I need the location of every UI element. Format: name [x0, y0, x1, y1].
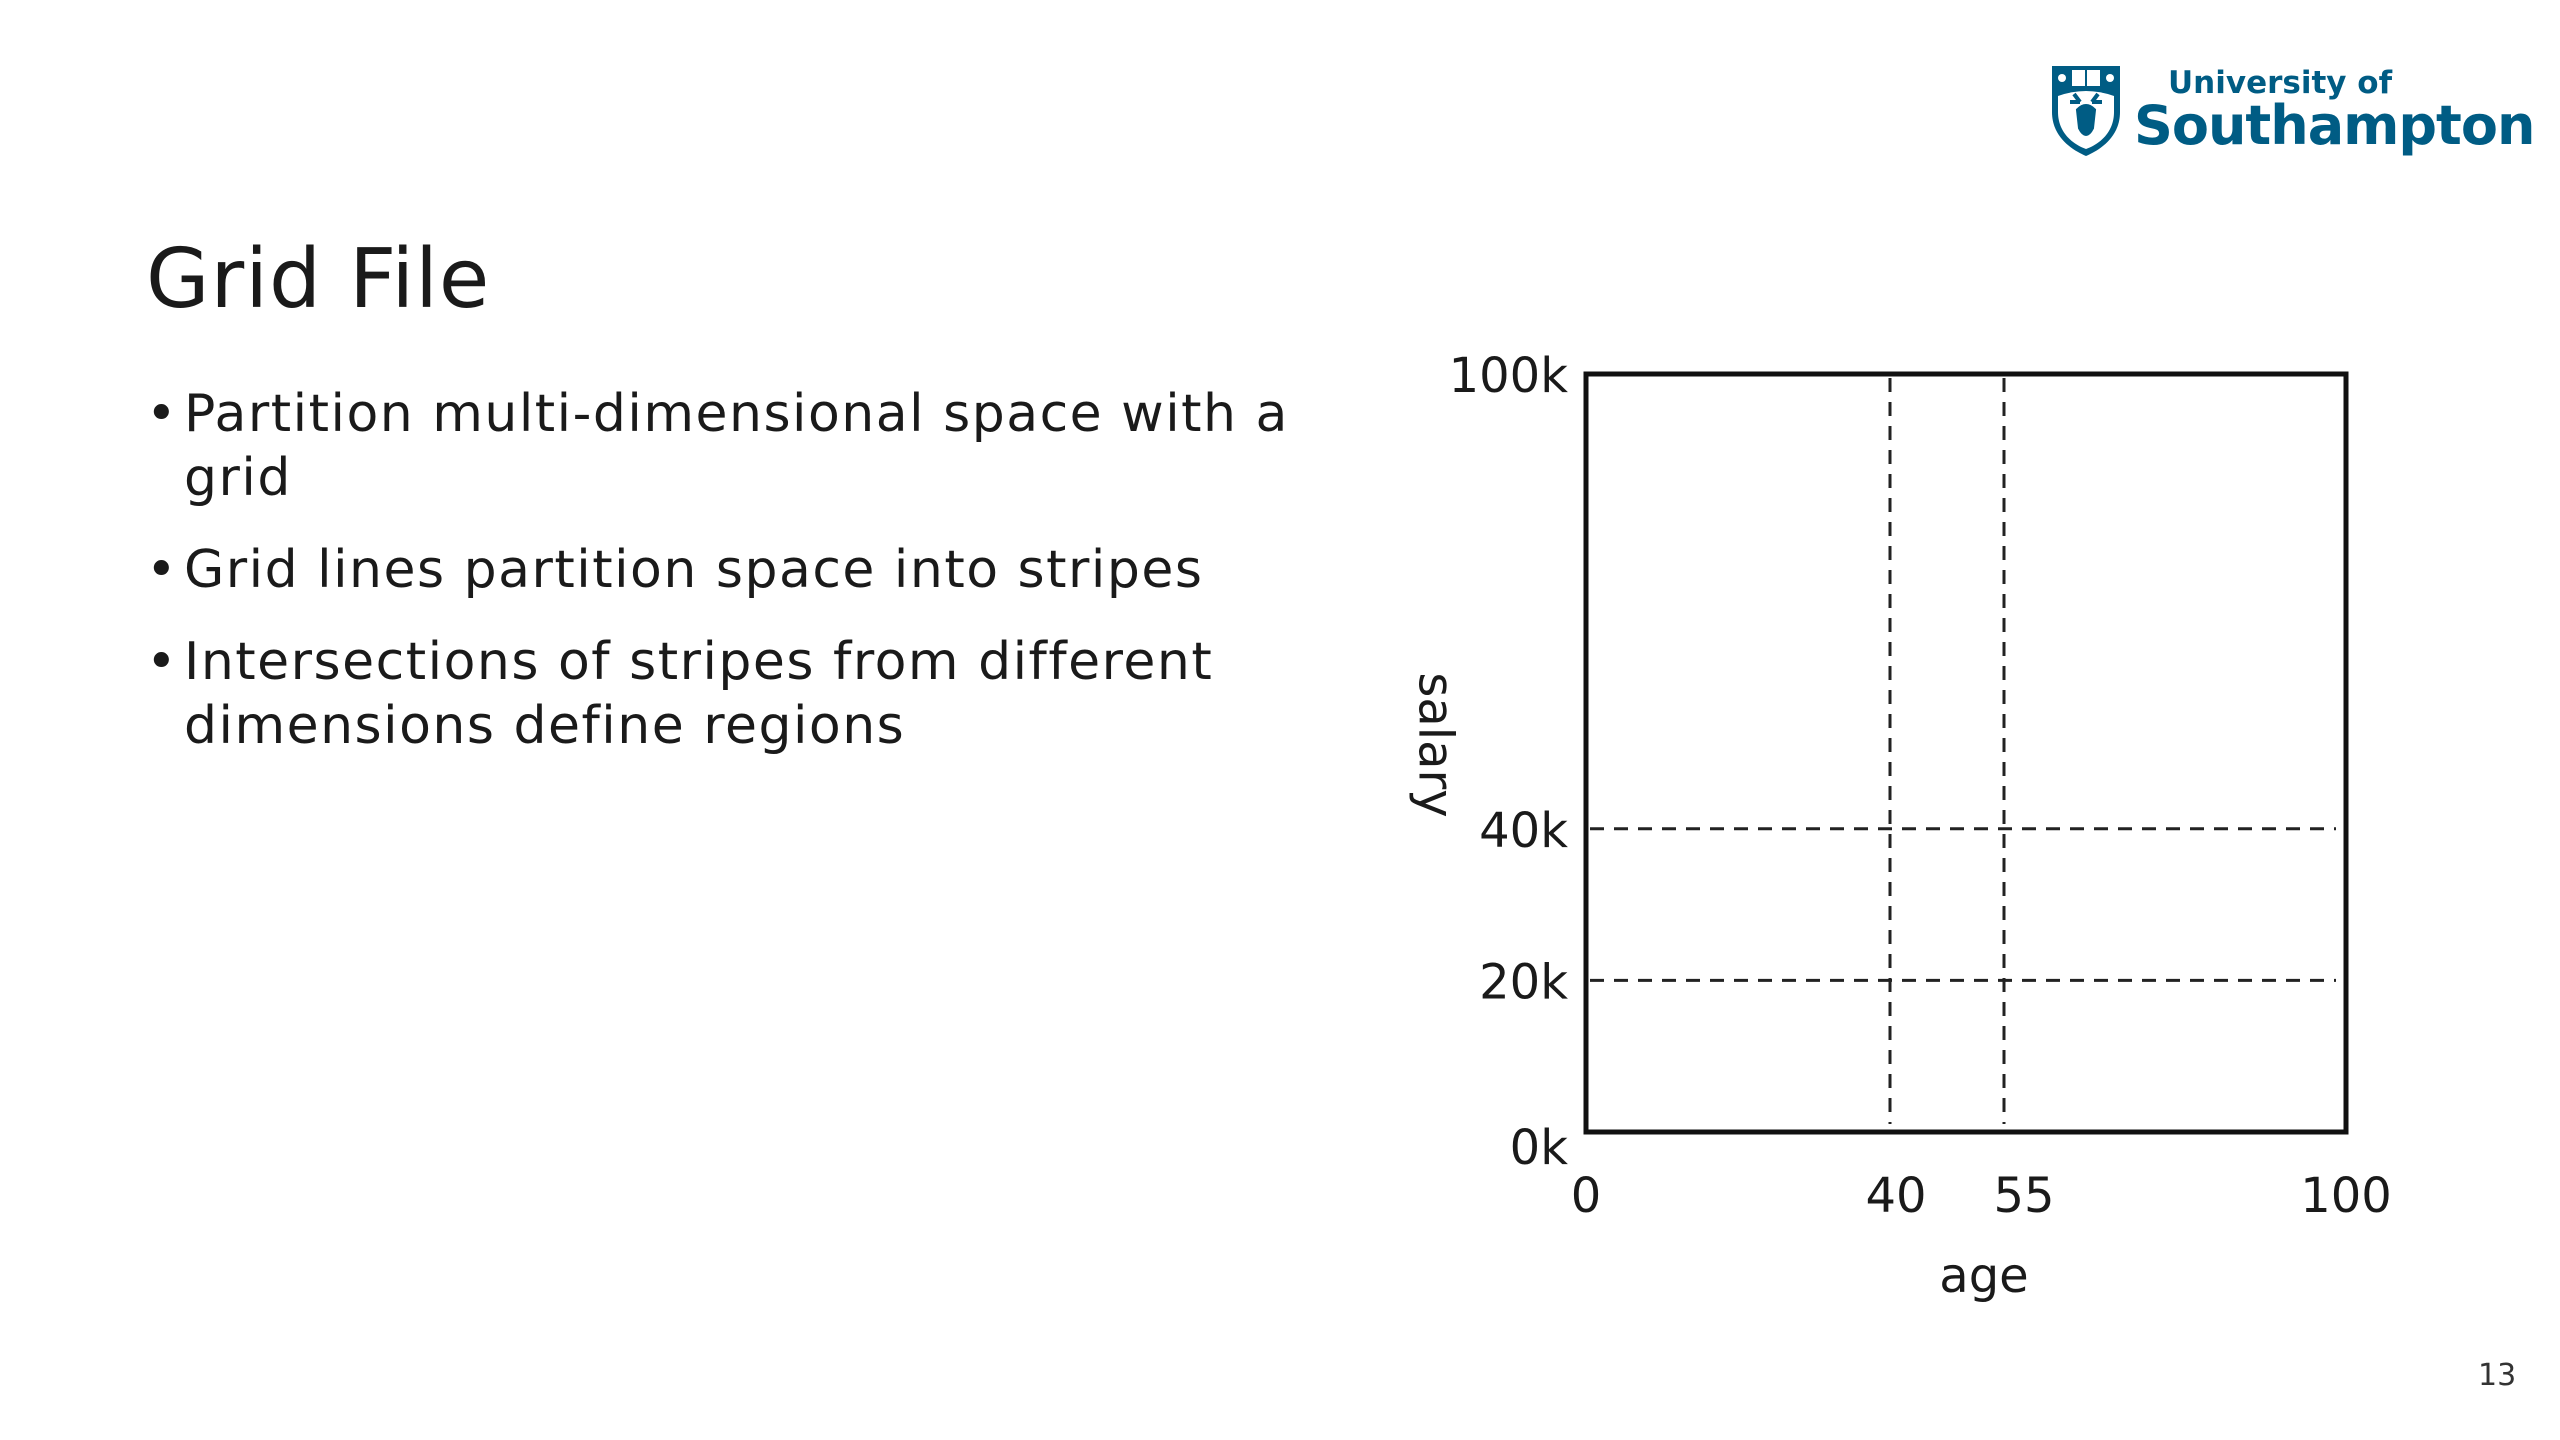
bullet-icon: •	[146, 540, 179, 600]
bullet-item: • Partition multi-dimensional space with …	[146, 382, 1296, 510]
y-tick-label: 0k	[1510, 1120, 1569, 1176]
bullet-text: Intersections of stripes from different …	[184, 632, 1214, 756]
x-tick-label: 55	[1993, 1168, 2054, 1224]
bullet-icon: •	[146, 384, 179, 444]
bullet-text: Partition multi-dimensional space with a…	[184, 384, 1289, 508]
page-number: 13	[2478, 1358, 2517, 1393]
x-tick-label: 40	[1865, 1168, 1926, 1224]
university-logo: University of Southampton	[2050, 62, 2535, 158]
bullet-list: • Partition multi-dimensional space with …	[146, 382, 1296, 786]
bullet-item: • Intersections of stripes from different…	[146, 630, 1296, 758]
y-tick-label: 20k	[1479, 954, 1568, 1010]
bullet-text: Grid lines partition space into stripes	[184, 540, 1204, 600]
y-axis-label: salary	[1407, 672, 1463, 817]
shield-stag-crest-icon	[2052, 66, 2120, 156]
x-tick-label: 0	[1571, 1168, 1602, 1224]
x-axis-label: age	[1939, 1248, 2028, 1304]
y-tick-label: 100k	[1449, 348, 1569, 404]
x-tick-label: 100	[2300, 1168, 2392, 1224]
bullet-item: • Grid lines partition space into stripes	[146, 538, 1296, 602]
slide-title: Grid File	[146, 232, 491, 327]
y-tick-label: 40k	[1479, 803, 1568, 859]
bullet-icon: •	[146, 632, 179, 692]
logo-line2: Southampton	[2134, 93, 2535, 157]
logo-line1: University of	[2168, 64, 2393, 101]
plot-frame	[1583, 371, 2349, 1135]
